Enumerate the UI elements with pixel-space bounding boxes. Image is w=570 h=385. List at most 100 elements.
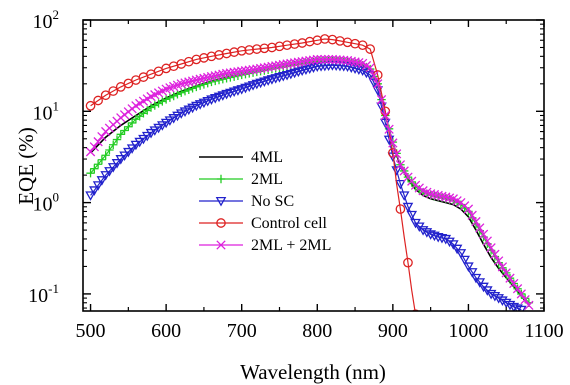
data-point-no-sc — [398, 191, 410, 201]
data-point-no-sc — [115, 155, 127, 165]
data-point-control-cell — [411, 309, 420, 311]
data-point-2ml-2ml — [297, 56, 307, 67]
data-point-no-sc — [134, 137, 145, 148]
legend-item-control-cell: Control cell — [199, 215, 328, 232]
data-point-2ml — [165, 93, 175, 102]
data-point-no-sc — [440, 234, 452, 245]
x-tick-label: 1000 — [448, 320, 488, 342]
data-point-2ml-2ml — [373, 79, 383, 89]
data-point-2ml-2ml — [89, 142, 99, 152]
data-point-2ml — [116, 130, 125, 139]
x-tick-label: 900 — [378, 320, 408, 342]
legend-item-2ml-2ml: 2ML + 2ML — [199, 237, 331, 254]
data-point-no-sc — [104, 167, 115, 177]
legend-label: 2ML — [251, 171, 283, 188]
data-point-2ml — [93, 160, 103, 169]
series-line-4ml — [90, 60, 530, 306]
data-point-2ml-2ml — [286, 58, 296, 69]
data-point-no-sc — [172, 111, 183, 122]
data-point-control-cell — [357, 40, 368, 51]
data-point-2ml-2ml — [509, 278, 519, 289]
data-point-2ml-2ml — [505, 273, 515, 283]
data-point-no-sc — [119, 151, 130, 162]
data-point-2ml — [97, 155, 107, 164]
data-point-2ml-2ml — [252, 64, 262, 74]
data-point-no-sc — [489, 291, 501, 302]
data-point-2ml-2ml — [441, 192, 451, 202]
data-point-2ml-2ml — [195, 74, 205, 84]
data-point-no-sc — [141, 131, 153, 142]
data-point-2ml-2ml — [267, 61, 277, 72]
data-point-2ml-2ml — [327, 54, 338, 65]
data-point-control-cell — [304, 36, 315, 47]
data-point-2ml-2ml — [444, 193, 455, 203]
data-point-control-cell — [236, 45, 247, 56]
data-point-2ml-2ml — [255, 63, 266, 74]
y-axis-label: EQE (%) — [14, 127, 38, 205]
series-4ml — [90, 60, 530, 306]
data-point-2ml-2ml — [346, 56, 356, 66]
data-point-control-cell — [229, 47, 239, 57]
legend-item-4ml: 4ML — [199, 149, 283, 166]
data-point-2ml — [101, 151, 110, 160]
data-point-2ml-2ml — [210, 71, 220, 81]
data-point-control-cell — [335, 36, 345, 46]
data-point-2ml-2ml — [395, 160, 406, 170]
plot-frame — [82, 19, 545, 312]
data-point-2ml-2ml — [214, 70, 224, 80]
data-point-no-sc — [485, 289, 497, 300]
data-point-2ml-2ml — [490, 249, 500, 260]
legend-swatch-marker — [216, 174, 226, 184]
data-point-no-sc — [459, 255, 470, 266]
data-point-2ml-2ml — [335, 55, 345, 65]
data-point-2ml-2ml — [380, 110, 390, 121]
data-point-no-sc — [138, 134, 149, 145]
data-point-2ml-2ml — [339, 55, 349, 65]
data-point-no-sc — [466, 268, 478, 278]
data-point-2ml-2ml — [520, 294, 530, 305]
data-point-no-sc — [361, 68, 372, 79]
y-tick-label: 100 — [33, 190, 60, 216]
legend-item-no-sc: No SC — [199, 193, 294, 210]
data-point-2ml-2ml — [512, 284, 523, 294]
series-no-sc — [85, 61, 527, 311]
data-point-2ml — [173, 90, 182, 99]
data-point-2ml-2ml — [305, 55, 315, 66]
data-point-no-sc — [444, 237, 455, 248]
data-point-2ml-2ml — [237, 66, 247, 76]
data-point-2ml-2ml — [342, 55, 353, 66]
data-point-no-sc — [130, 140, 142, 151]
data-point-2ml-2ml — [301, 56, 311, 66]
data-point-control-cell — [85, 100, 96, 111]
data-point-2ml-2ml — [206, 71, 217, 82]
data-point-2ml-2ml — [248, 64, 258, 75]
data-point-no-sc — [160, 118, 172, 129]
data-point-2ml-2ml — [429, 189, 440, 200]
data-point-2ml-2ml — [199, 73, 209, 83]
data-point-no-sc — [429, 231, 440, 242]
data-point-control-cell — [312, 35, 323, 46]
data-point-2ml-2ml — [501, 268, 511, 278]
data-point-2ml-2ml — [478, 229, 489, 239]
data-point-no-sc — [111, 159, 123, 169]
data-point-control-cell — [206, 51, 217, 62]
data-point-no-sc — [100, 171, 111, 181]
data-point-control-cell — [244, 45, 255, 55]
data-point-2ml-2ml — [271, 61, 281, 71]
data-point-no-sc — [157, 121, 168, 131]
data-point-2ml-2ml — [218, 69, 228, 79]
data-point-no-sc — [85, 191, 96, 201]
data-point-control-cell — [259, 43, 270, 54]
legend-label: No SC — [251, 193, 294, 210]
data-point-2ml — [120, 126, 129, 135]
x-tick-label: 1100 — [524, 320, 563, 342]
series-line-2ml — [90, 60, 530, 304]
data-point-2ml-2ml — [289, 58, 300, 68]
data-point-2ml-2ml — [203, 72, 213, 83]
data-point-control-cell — [267, 42, 277, 53]
data-point-no-sc — [497, 296, 508, 306]
data-point-2ml-2ml — [475, 223, 485, 233]
data-point-no-sc — [395, 179, 406, 190]
y-tick-label: 102 — [33, 7, 60, 33]
data-point-2ml-2ml — [240, 66, 251, 76]
